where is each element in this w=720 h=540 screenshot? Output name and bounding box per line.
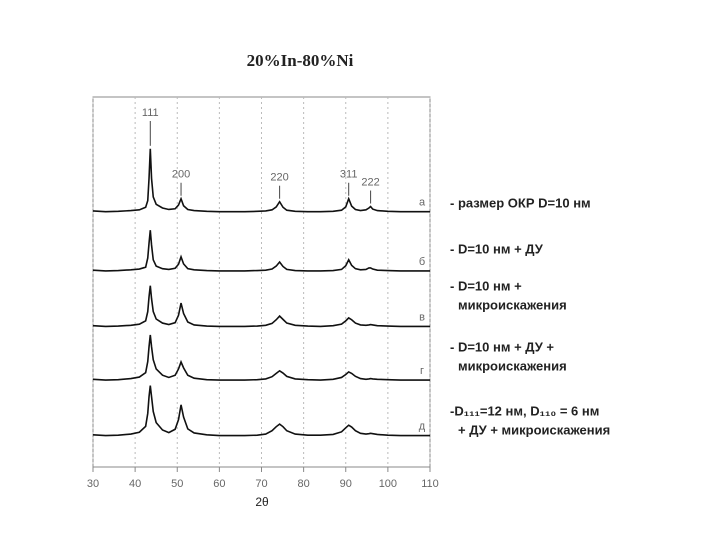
x-tick-label: 100 xyxy=(379,478,397,490)
pattern-line xyxy=(92,334,430,381)
pattern-line xyxy=(92,385,430,437)
peak-label: 200 xyxy=(172,169,190,181)
pattern-line xyxy=(92,230,430,272)
peak-label: 311 xyxy=(340,169,358,181)
x-tick-label: 40 xyxy=(129,478,141,490)
chart-title: 20%In-80%Ni xyxy=(247,51,354,70)
peak-label: 222 xyxy=(361,176,379,188)
peak-label: 220 xyxy=(270,172,288,184)
x-tick-label: 110 xyxy=(421,478,439,490)
x-tick-label: 60 xyxy=(213,478,225,490)
annotation: - D=10 нм + ДУ + xyxy=(450,339,554,354)
annotation: - D=10 нм + xyxy=(450,278,522,293)
curve-label: г xyxy=(420,365,424,377)
pattern-line xyxy=(92,148,430,213)
annotation: - D=10 нм + ДУ xyxy=(450,241,544,256)
curve-label: д xyxy=(419,420,426,432)
x-axis-label: 2θ xyxy=(255,495,269,509)
curve-label: б xyxy=(419,256,425,268)
annotation: - размер ОКР D=10 нм xyxy=(450,195,591,210)
x-tick-label: 70 xyxy=(255,478,267,490)
curve-label: в xyxy=(419,311,425,323)
annotation: микроискажения xyxy=(458,297,567,312)
annotation: микроискажения xyxy=(458,358,567,373)
x-tick-label: 50 xyxy=(171,478,183,490)
x-tick-label: 30 xyxy=(87,478,99,490)
x-tick-label: 90 xyxy=(340,478,352,490)
curve-label: а xyxy=(419,197,426,209)
annotation: -D₁₁₁=12 нм, D₁₁₀ = 6 нм xyxy=(450,403,599,418)
peak-label: 111 xyxy=(142,107,159,119)
annotation: + ДУ + микроискажения xyxy=(458,422,610,437)
pattern-line xyxy=(92,285,430,328)
x-tick-label: 80 xyxy=(298,478,310,490)
